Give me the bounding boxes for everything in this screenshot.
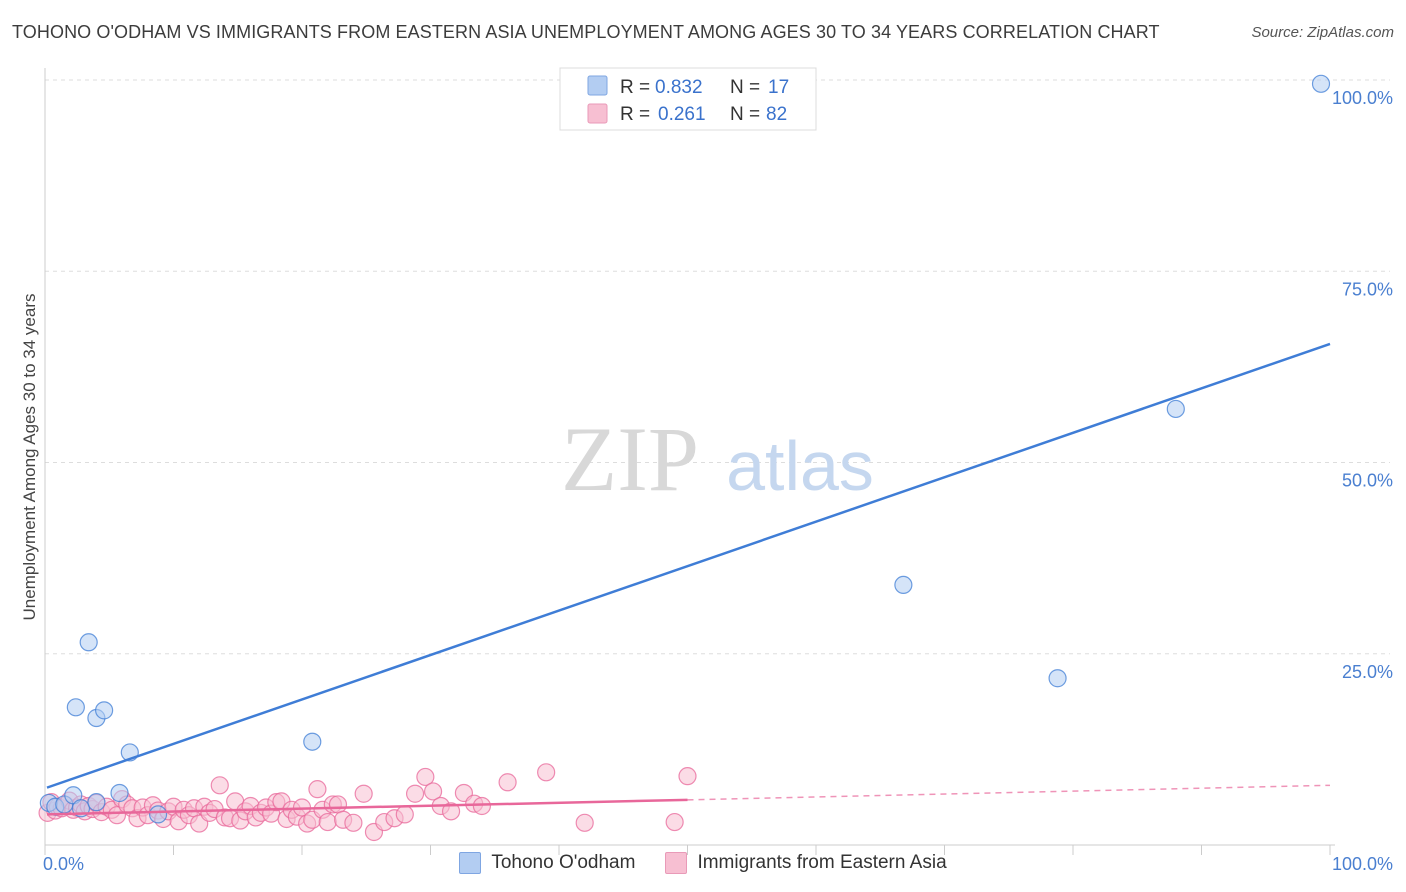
legend-item-tohono: Tohono O'odham <box>459 852 635 874</box>
legend-label-tohono: Tohono O'odham <box>491 852 636 873</box>
point-eastern-asia-79 <box>665 812 684 832</box>
point-eastern-asia-58 <box>318 812 337 832</box>
y-axis-label: Unemployment Among Ages 30 to 34 years <box>20 294 39 621</box>
top-legend: R = 0.832 N = 17 R = 0.261 N = 82 <box>559 67 817 131</box>
point-eastern-asia-80 <box>678 767 697 786</box>
y-tick-label-3: 100.0% <box>1332 88 1393 108</box>
legend-swatch-eastern-asia <box>665 852 688 874</box>
chart-title: TOHONO O'ODHAM VS IMMIGRANTS FROM EASTER… <box>12 22 1160 42</box>
point-tohono-16 <box>1166 399 1185 419</box>
point-tohono-9 <box>95 701 114 720</box>
point-tohono-5 <box>79 633 98 652</box>
legend-n-label-2: N = <box>730 104 760 125</box>
point-eastern-asia-63 <box>354 784 373 803</box>
point-tohono-17 <box>1311 74 1331 93</box>
point-tohono-6 <box>87 793 106 812</box>
point-tohono-14 <box>894 575 913 595</box>
point-eastern-asia-77 <box>537 763 556 782</box>
legend-r-label-2: R = <box>620 104 650 125</box>
bottom-legend: Tohono O'odham Immigrants from Eastern A… <box>0 852 1406 874</box>
legend-n-value-1: 17 <box>768 77 789 98</box>
legend-swatch-tohono <box>459 852 482 874</box>
point-eastern-asia-72 <box>441 802 461 821</box>
watermark-atlas: atlas <box>726 427 874 505</box>
point-eastern-asia-68 <box>405 784 425 803</box>
legend-label-eastern-asia: Immigrants from Eastern Asia <box>697 852 947 873</box>
legend-r-value-2: 0.261 <box>658 104 706 125</box>
point-eastern-asia-56 <box>308 780 327 799</box>
point-eastern-asia-75 <box>472 796 491 816</box>
point-eastern-asia-78 <box>575 813 594 832</box>
point-eastern-asia-37 <box>210 776 229 795</box>
point-tohono-10 <box>110 783 129 803</box>
legend-n-value-2: 82 <box>766 104 787 125</box>
y-tick-label-1: 50.0% <box>1342 471 1393 491</box>
source-label: Source: ZipAtlas.com <box>1251 24 1394 41</box>
y-tick-label-0: 25.0% <box>1342 662 1393 682</box>
legend-swatch-pink <box>587 103 608 124</box>
x-tick-label-1: 100.0% <box>1332 854 1393 874</box>
axes <box>44 68 1335 855</box>
legend-item-eastern-asia: Immigrants from Eastern Asia <box>665 852 947 874</box>
legend-swatch-blue <box>587 75 608 96</box>
point-eastern-asia-76 <box>498 773 517 792</box>
x-tick-label-0: 0.0% <box>43 854 84 874</box>
legend-r-label-1: R = <box>620 77 650 98</box>
point-eastern-asia-67 <box>395 805 414 824</box>
watermark-zip: ZIP <box>561 408 699 510</box>
legend-r-value-1: 0.832 <box>655 77 703 98</box>
point-eastern-asia-60 <box>328 795 348 814</box>
trend-line-dashed-eastern-asia <box>687 784 1331 801</box>
watermark: ZIP atlas <box>561 408 874 510</box>
grid-lines <box>45 79 1390 655</box>
point-eastern-asia-70 <box>423 782 443 801</box>
point-eastern-asia-69 <box>416 767 435 787</box>
point-tohono-13 <box>303 732 322 751</box>
point-tohono-7 <box>66 698 85 717</box>
trend-line-tohono <box>46 342 1331 789</box>
point-tohono-12 <box>148 805 168 824</box>
y-tick-label-2: 75.0% <box>1342 279 1393 299</box>
trend-line-eastern-asia <box>46 798 688 816</box>
legend-n-label-1: N = <box>730 77 760 98</box>
point-tohono-15 <box>1048 669 1067 688</box>
point-eastern-asia-62 <box>344 813 363 832</box>
